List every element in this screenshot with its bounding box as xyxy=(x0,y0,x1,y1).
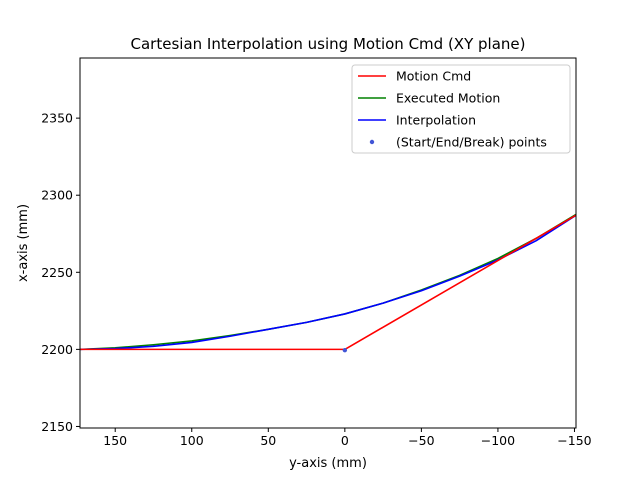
y-tick-label: 2300 xyxy=(41,188,73,203)
y-tick-label: 2200 xyxy=(41,342,73,357)
legend: Motion Cmd Executed Motion Interpolation (S… xyxy=(351,64,571,154)
x-tick-label: −150 xyxy=(557,433,591,448)
legend-label: Motion Cmd xyxy=(396,69,471,84)
plot-content xyxy=(80,213,576,353)
y-tick-label: 2150 xyxy=(41,419,73,434)
x-tick-label: 50 xyxy=(260,433,276,448)
legend-swatch-point xyxy=(369,139,375,145)
x-axis-ticks: 150 100 50 0 −50 −100 −150 xyxy=(103,428,592,448)
y-tick-label: 2350 xyxy=(41,111,73,126)
series-line-interpolation xyxy=(80,214,576,351)
legend-label: Interpolation xyxy=(396,113,476,128)
y-axis-label: x-axis (mm) xyxy=(16,204,31,282)
legend-label: Executed Motion xyxy=(396,91,500,106)
y-axis-ticks: 2150 2200 2250 2300 2350 xyxy=(41,111,80,434)
x-tick-label: −50 xyxy=(408,433,434,448)
data-point-start-end-break-points xyxy=(342,347,348,353)
x-tick-label: 0 xyxy=(341,433,349,448)
legend-label: (Start/End/Break) points xyxy=(396,135,547,150)
x-axis-label: y-axis (mm) xyxy=(289,456,367,471)
x-tick-label: −100 xyxy=(481,433,515,448)
x-tick-label: 100 xyxy=(180,433,204,448)
plot-frame xyxy=(79,57,577,429)
x-tick-label: 150 xyxy=(103,433,127,448)
chart-title: Cartesian Interpolation using Motion Cmd… xyxy=(131,35,526,53)
legend-box xyxy=(351,64,571,154)
y-tick-label: 2250 xyxy=(41,265,73,280)
